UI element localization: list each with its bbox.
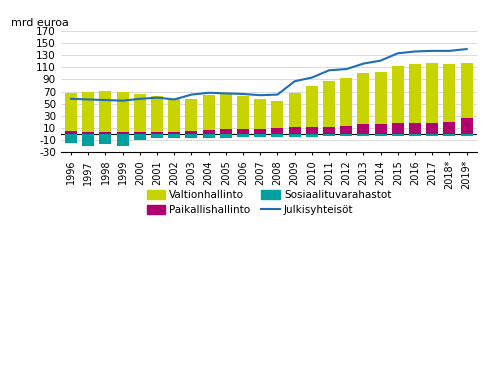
Bar <box>220 93 232 134</box>
Bar <box>461 63 473 134</box>
Bar <box>323 134 335 136</box>
Bar <box>185 131 197 134</box>
Bar <box>340 77 352 134</box>
Bar <box>375 134 387 136</box>
Bar <box>306 134 318 136</box>
Bar <box>358 73 369 134</box>
Bar <box>443 134 456 136</box>
Bar <box>340 125 352 134</box>
Bar <box>254 134 266 137</box>
Legend: Valtionhallinto, Paikallishallinto, Sosiaalituvarahastot, Julkisyhteisöt: Valtionhallinto, Paikallishallinto, Sosi… <box>147 190 391 215</box>
Bar <box>272 101 283 134</box>
Bar <box>254 99 266 134</box>
Bar <box>151 96 163 134</box>
Bar <box>82 134 94 146</box>
Bar <box>461 118 473 134</box>
Bar <box>272 134 283 136</box>
Text: mrd euroa: mrd euroa <box>11 19 69 28</box>
Bar <box>289 93 301 134</box>
Bar <box>409 122 421 134</box>
Bar <box>99 134 112 144</box>
Bar <box>254 129 266 134</box>
Bar <box>117 132 129 134</box>
Bar <box>168 134 180 138</box>
Bar <box>151 134 163 138</box>
Bar <box>65 93 77 134</box>
Bar <box>185 134 197 138</box>
Bar <box>82 132 94 134</box>
Bar <box>392 66 404 134</box>
Bar <box>272 128 283 134</box>
Bar <box>237 134 249 137</box>
Bar <box>203 130 215 134</box>
Bar <box>168 132 180 134</box>
Bar <box>375 124 387 134</box>
Bar <box>65 131 77 134</box>
Bar <box>306 127 318 134</box>
Bar <box>340 134 352 136</box>
Bar <box>426 122 438 134</box>
Bar <box>426 134 438 136</box>
Bar <box>134 132 146 134</box>
Bar <box>289 134 301 136</box>
Bar <box>151 132 163 134</box>
Bar <box>409 64 421 134</box>
Bar <box>323 127 335 134</box>
Bar <box>392 123 404 134</box>
Bar <box>323 81 335 134</box>
Bar <box>168 99 180 134</box>
Bar <box>409 134 421 136</box>
Bar <box>134 134 146 140</box>
Bar <box>203 94 215 134</box>
Bar <box>237 96 249 134</box>
Bar <box>220 129 232 134</box>
Bar <box>65 134 77 143</box>
Bar <box>306 86 318 134</box>
Bar <box>185 99 197 134</box>
Bar <box>99 132 112 134</box>
Bar <box>117 91 129 134</box>
Bar <box>203 134 215 138</box>
Bar <box>220 134 232 138</box>
Bar <box>426 63 438 134</box>
Bar <box>82 91 94 134</box>
Bar <box>358 134 369 136</box>
Bar <box>443 122 456 134</box>
Bar <box>358 124 369 134</box>
Bar <box>289 127 301 134</box>
Bar <box>443 64 456 134</box>
Bar <box>134 94 146 134</box>
Bar <box>392 134 404 136</box>
Bar <box>117 134 129 146</box>
Bar <box>99 91 112 134</box>
Bar <box>461 134 473 136</box>
Bar <box>237 129 249 134</box>
Bar <box>375 71 387 134</box>
